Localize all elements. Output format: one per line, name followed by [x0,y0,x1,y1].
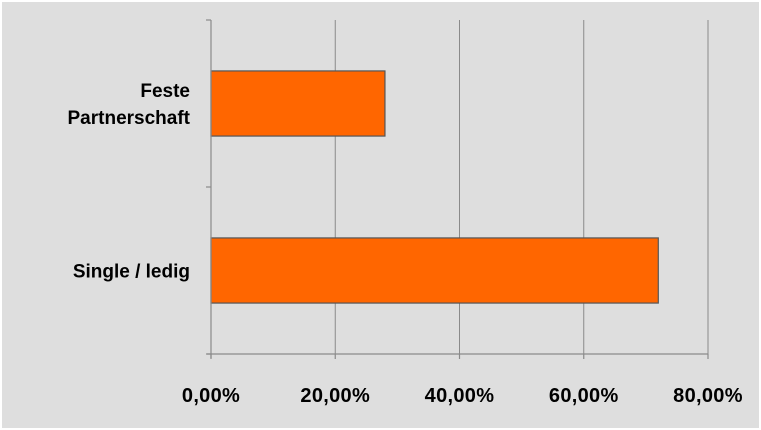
category-label-line: Single / ledig [73,262,190,283]
axes [206,19,709,359]
category-label-line: Feste [140,81,190,102]
x-tick-label-3: 60,00% [549,385,619,407]
category-label-1: Single / ledig [73,262,190,283]
x-tick-label-0: 0,00% [182,385,240,407]
x-tick-label-1: 20,00% [300,385,370,407]
labels: Feste Partnerschaft Single / ledig 0,00% 20,… [68,81,743,407]
x-tick-label-2: 40,00% [425,385,495,407]
bars [210,70,659,304]
category-label-line: Partnerschaft [68,108,191,129]
x-tick-label-4: 80,00% [673,385,743,407]
bar-0 [210,70,386,137]
bar-1 [210,237,659,304]
category-label-0: Feste Partnerschaft [68,81,191,129]
